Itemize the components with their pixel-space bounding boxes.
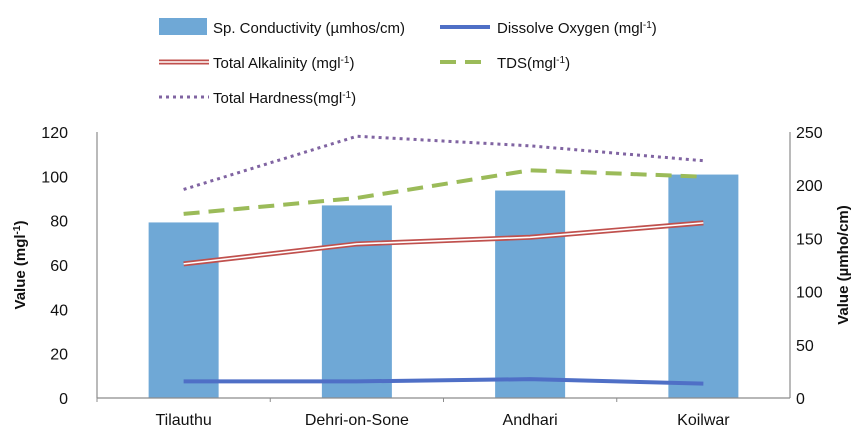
y-right-tick-label: 200 <box>796 178 823 195</box>
y-left-tick-label: 20 <box>50 347 68 364</box>
y-left-tick-label: 120 <box>41 125 68 142</box>
y-right-tick-label: 100 <box>796 285 823 302</box>
x-tick-label-koilwar: Koilwar <box>677 412 730 429</box>
y-right-tick-label: 250 <box>796 125 823 142</box>
y-left-tick-label: 60 <box>50 258 68 275</box>
bar-koilwar <box>668 174 739 398</box>
legend-label: TDS(mgl-1) <box>497 55 570 73</box>
y-left-tick-label: 0 <box>59 391 68 408</box>
y-right-axis-title: Value (µmho/cm) <box>835 205 852 325</box>
bar-series <box>148 174 739 398</box>
legend-item-total-hardness-mgl: Total Hardness(mgl-1) <box>159 90 356 108</box>
axis-titles: Value (mgl-1) Value (µmho/cm) <box>12 205 853 325</box>
bar-dehri-on-sone <box>321 205 392 398</box>
x-tick-label-andhari: Andhari <box>503 412 558 429</box>
y-right-tick-label: 50 <box>796 338 814 355</box>
y-left-tick-label: 80 <box>50 214 68 231</box>
line-series <box>183 134 704 386</box>
x-tick-label-dehri-on-sone: Dehri-on-Sone <box>305 412 409 429</box>
legend-item-dissolve-oxygen-mgl: Dissolve Oxygen (mgl-1) <box>440 20 657 38</box>
y-right-tick-label: 150 <box>796 231 823 248</box>
y-right-tick-label: 0 <box>796 391 805 408</box>
tick-labels: 0 20 40 60 80 100 120 0 50 100 150 200 250 Tilauthu De… <box>41 125 823 429</box>
line-tds-mgl <box>183 168 704 216</box>
y-left-tick-label: 40 <box>50 302 68 319</box>
line-dissolve-oxygen-mgl <box>183 377 704 386</box>
legend-label: Sp. Conductivity (µmhos/cm) <box>213 20 405 37</box>
line-total-hardness-mgl <box>183 134 704 191</box>
bar-tilauthu <box>148 222 219 398</box>
legend-item-tds-mgl: TDS(mgl-1) <box>440 55 570 73</box>
legend-swatch <box>159 18 207 35</box>
legend-item-total-alkalinity-mgl: Total Alkalinity (mgl-1) <box>159 55 354 73</box>
legend-label: Dissolve Oxygen (mgl-1) <box>497 20 657 38</box>
y-left-tick-label: 100 <box>41 169 68 186</box>
bar-andhari <box>495 190 566 398</box>
y-left-axis-title: Value (mgl-1) <box>12 221 30 310</box>
line-total-alkalinity-mgl-inner <box>183 222 704 265</box>
legend-label: Total Hardness(mgl-1) <box>213 90 356 108</box>
legend: Sp. Conductivity (µmhos/cm) Dissolve Oxyg… <box>159 18 657 107</box>
x-tick-label-tilauthu: Tilauthu <box>155 412 211 429</box>
legend-label: Total Alkalinity (mgl-1) <box>213 55 354 73</box>
legend-item-sp-conductivity-mhos-cm: Sp. Conductivity (µmhos/cm) <box>159 18 405 37</box>
